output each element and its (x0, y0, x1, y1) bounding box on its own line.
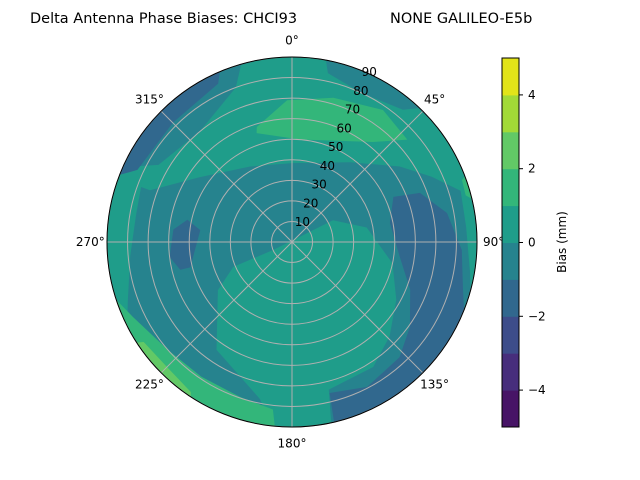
angular-gridline (160, 110, 293, 243)
colorbar-tick-label: 0 (528, 236, 536, 250)
angle-tick-label: 135° (420, 378, 449, 392)
angle-tick-labels: 0° 45° 90° 135° 180° 225° 270° 315° (76, 33, 504, 450)
chart-title-left: Delta Antenna Phase Biases: CHCI93 (30, 11, 297, 27)
angular-gridline (291, 241, 424, 374)
chart-title-right: NONE GALILEO-E5b (390, 11, 532, 27)
angle-tick-label: 270° (76, 235, 105, 249)
radial-tick-label: 40 (320, 159, 335, 173)
colorbar-level (502, 390, 519, 428)
polar-grid (106, 56, 478, 428)
angle-tick-label: 225° (135, 378, 164, 392)
colorbar-level (502, 58, 519, 96)
contour-region-southwest-band (107, 291, 276, 427)
colorbar-tick-label: −4 (528, 383, 546, 397)
colorbar: 4 2 0 −2 −4 (501, 57, 546, 428)
angle-tick-label: 180° (278, 437, 307, 451)
colorbar-tick-label: 4 (528, 88, 536, 102)
contour-region-north-edge-patch (325, 57, 427, 110)
contour-region-north-blob (256, 97, 408, 142)
colorbar-level (502, 131, 519, 170)
contour-region-northwest-edge (112, 65, 221, 177)
contour-region-west-blob (169, 219, 201, 270)
angle-tick-label: 45° (424, 92, 445, 106)
colorbar-level (502, 316, 519, 354)
polar-frame (106, 56, 478, 428)
radial-tick-label: 70 (345, 103, 360, 117)
angular-gridline (160, 241, 293, 374)
radial-tick-label: 50 (328, 140, 343, 154)
colorbar-level (502, 168, 519, 207)
radial-tick-label: 60 (337, 121, 352, 135)
angle-tick-label: 90° (483, 235, 504, 249)
angle-tick-label: 0° (285, 33, 299, 47)
colorbar-label: Bias (mm) (555, 211, 569, 273)
radial-tick-labels: 10 20 30 40 50 60 70 80 90 (295, 65, 377, 229)
colorbar-level (502, 94, 519, 133)
angular-gridline (291, 110, 424, 243)
radial-tick-label: 80 (353, 84, 368, 98)
radial-tick-label: 20 (303, 196, 318, 210)
radial-tick-label: 90 (362, 65, 377, 79)
colorbar-tick-label: −2 (528, 309, 546, 323)
colorbar-level (502, 279, 519, 317)
radial-tick-label: 30 (311, 178, 326, 192)
colorbar-level (502, 205, 519, 243)
colorbar-level (502, 353, 519, 391)
radial-tick-label: 10 (295, 215, 310, 229)
colorbar-tick-label: 2 (528, 162, 536, 176)
angle-tick-label: 315° (135, 92, 164, 106)
colorbar-level (502, 242, 519, 280)
